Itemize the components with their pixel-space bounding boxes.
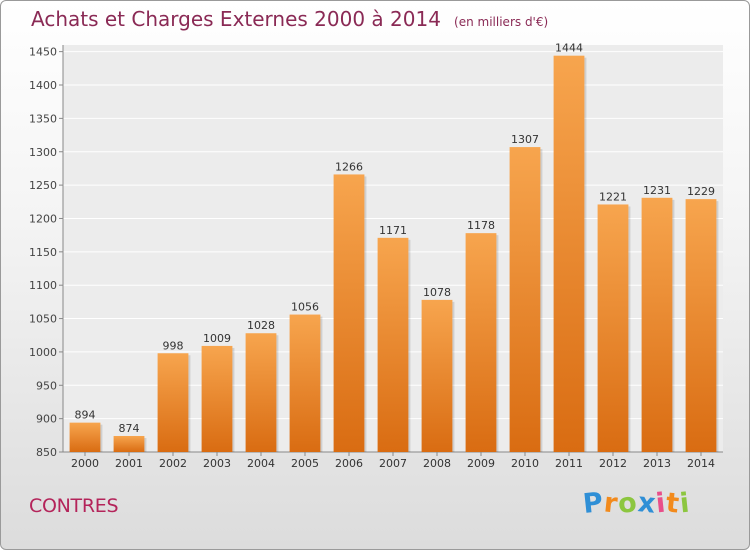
bar (333, 174, 365, 453)
x-tick-label: 2009 (467, 457, 495, 470)
commune-name: CONTRES (29, 495, 119, 517)
bar (113, 435, 145, 452)
y-tick-label: 1200 (29, 212, 57, 225)
y-tick-label: 1450 (29, 46, 57, 59)
x-tick-label: 2013 (643, 457, 671, 470)
x-tick-label: 2008 (423, 457, 451, 470)
data-label: 1078 (423, 286, 451, 299)
x-tick-label: 2012 (599, 457, 627, 470)
x-tick-label: 2004 (247, 457, 275, 470)
bar (157, 353, 189, 452)
bar (685, 199, 717, 452)
chart-subtitle: (en milliers d'€) (454, 15, 549, 29)
y-tick-label: 1300 (29, 146, 57, 159)
proxiti-logo: Proxiti (581, 487, 693, 520)
y-tick-label: 1250 (29, 179, 57, 192)
x-tick-label: 2005 (291, 457, 319, 470)
logo-letter: i (678, 487, 693, 520)
bar (377, 237, 409, 452)
data-label: 1178 (467, 219, 495, 232)
y-tick-label: 850 (36, 446, 57, 459)
data-label: 1307 (511, 133, 539, 146)
data-label: 1009 (203, 332, 231, 345)
bar (201, 345, 233, 452)
chart-title: Achats et Charges Externes 2000 à 2014 (31, 7, 441, 31)
bar (509, 147, 541, 452)
y-tick-label: 1100 (29, 279, 57, 292)
y-tick-label: 1050 (29, 313, 57, 326)
bar (641, 197, 673, 452)
y-tick-label: 900 (36, 413, 57, 426)
x-tick-label: 2000 (71, 457, 99, 470)
x-tick-label: 2002 (159, 457, 187, 470)
y-tick-label: 1000 (29, 346, 57, 359)
x-tick-label: 2010 (511, 457, 539, 470)
data-label: 1171 (379, 224, 407, 237)
data-label: 1221 (599, 190, 627, 203)
data-label: 1056 (291, 301, 319, 314)
y-tick-label: 1350 (29, 112, 57, 125)
title-row: Achats et Charges Externes 2000 à 2014 (… (31, 7, 548, 31)
y-tick-label: 1400 (29, 79, 57, 92)
bar (245, 333, 277, 452)
x-tick-label: 2007 (379, 457, 407, 470)
x-tick-label: 2006 (335, 457, 363, 470)
y-tick-label: 950 (36, 379, 57, 392)
data-label: 998 (163, 339, 184, 352)
bar (597, 204, 629, 452)
bar (465, 233, 497, 452)
x-tick-label: 2003 (203, 457, 231, 470)
bar (553, 55, 585, 452)
bar (421, 299, 453, 452)
x-tick-label: 2014 (687, 457, 715, 470)
bar (289, 314, 321, 452)
data-label: 1266 (335, 160, 363, 173)
data-label: 1028 (247, 319, 275, 332)
x-tick-label: 2011 (555, 457, 583, 470)
data-label: 1229 (687, 185, 715, 198)
bar (69, 422, 101, 452)
x-tick-label: 2001 (115, 457, 143, 470)
data-label: 894 (75, 409, 96, 422)
data-label: 1231 (643, 184, 671, 197)
data-label: 1444 (555, 42, 583, 55)
y-tick-label: 1150 (29, 246, 57, 259)
data-label: 874 (119, 422, 140, 435)
